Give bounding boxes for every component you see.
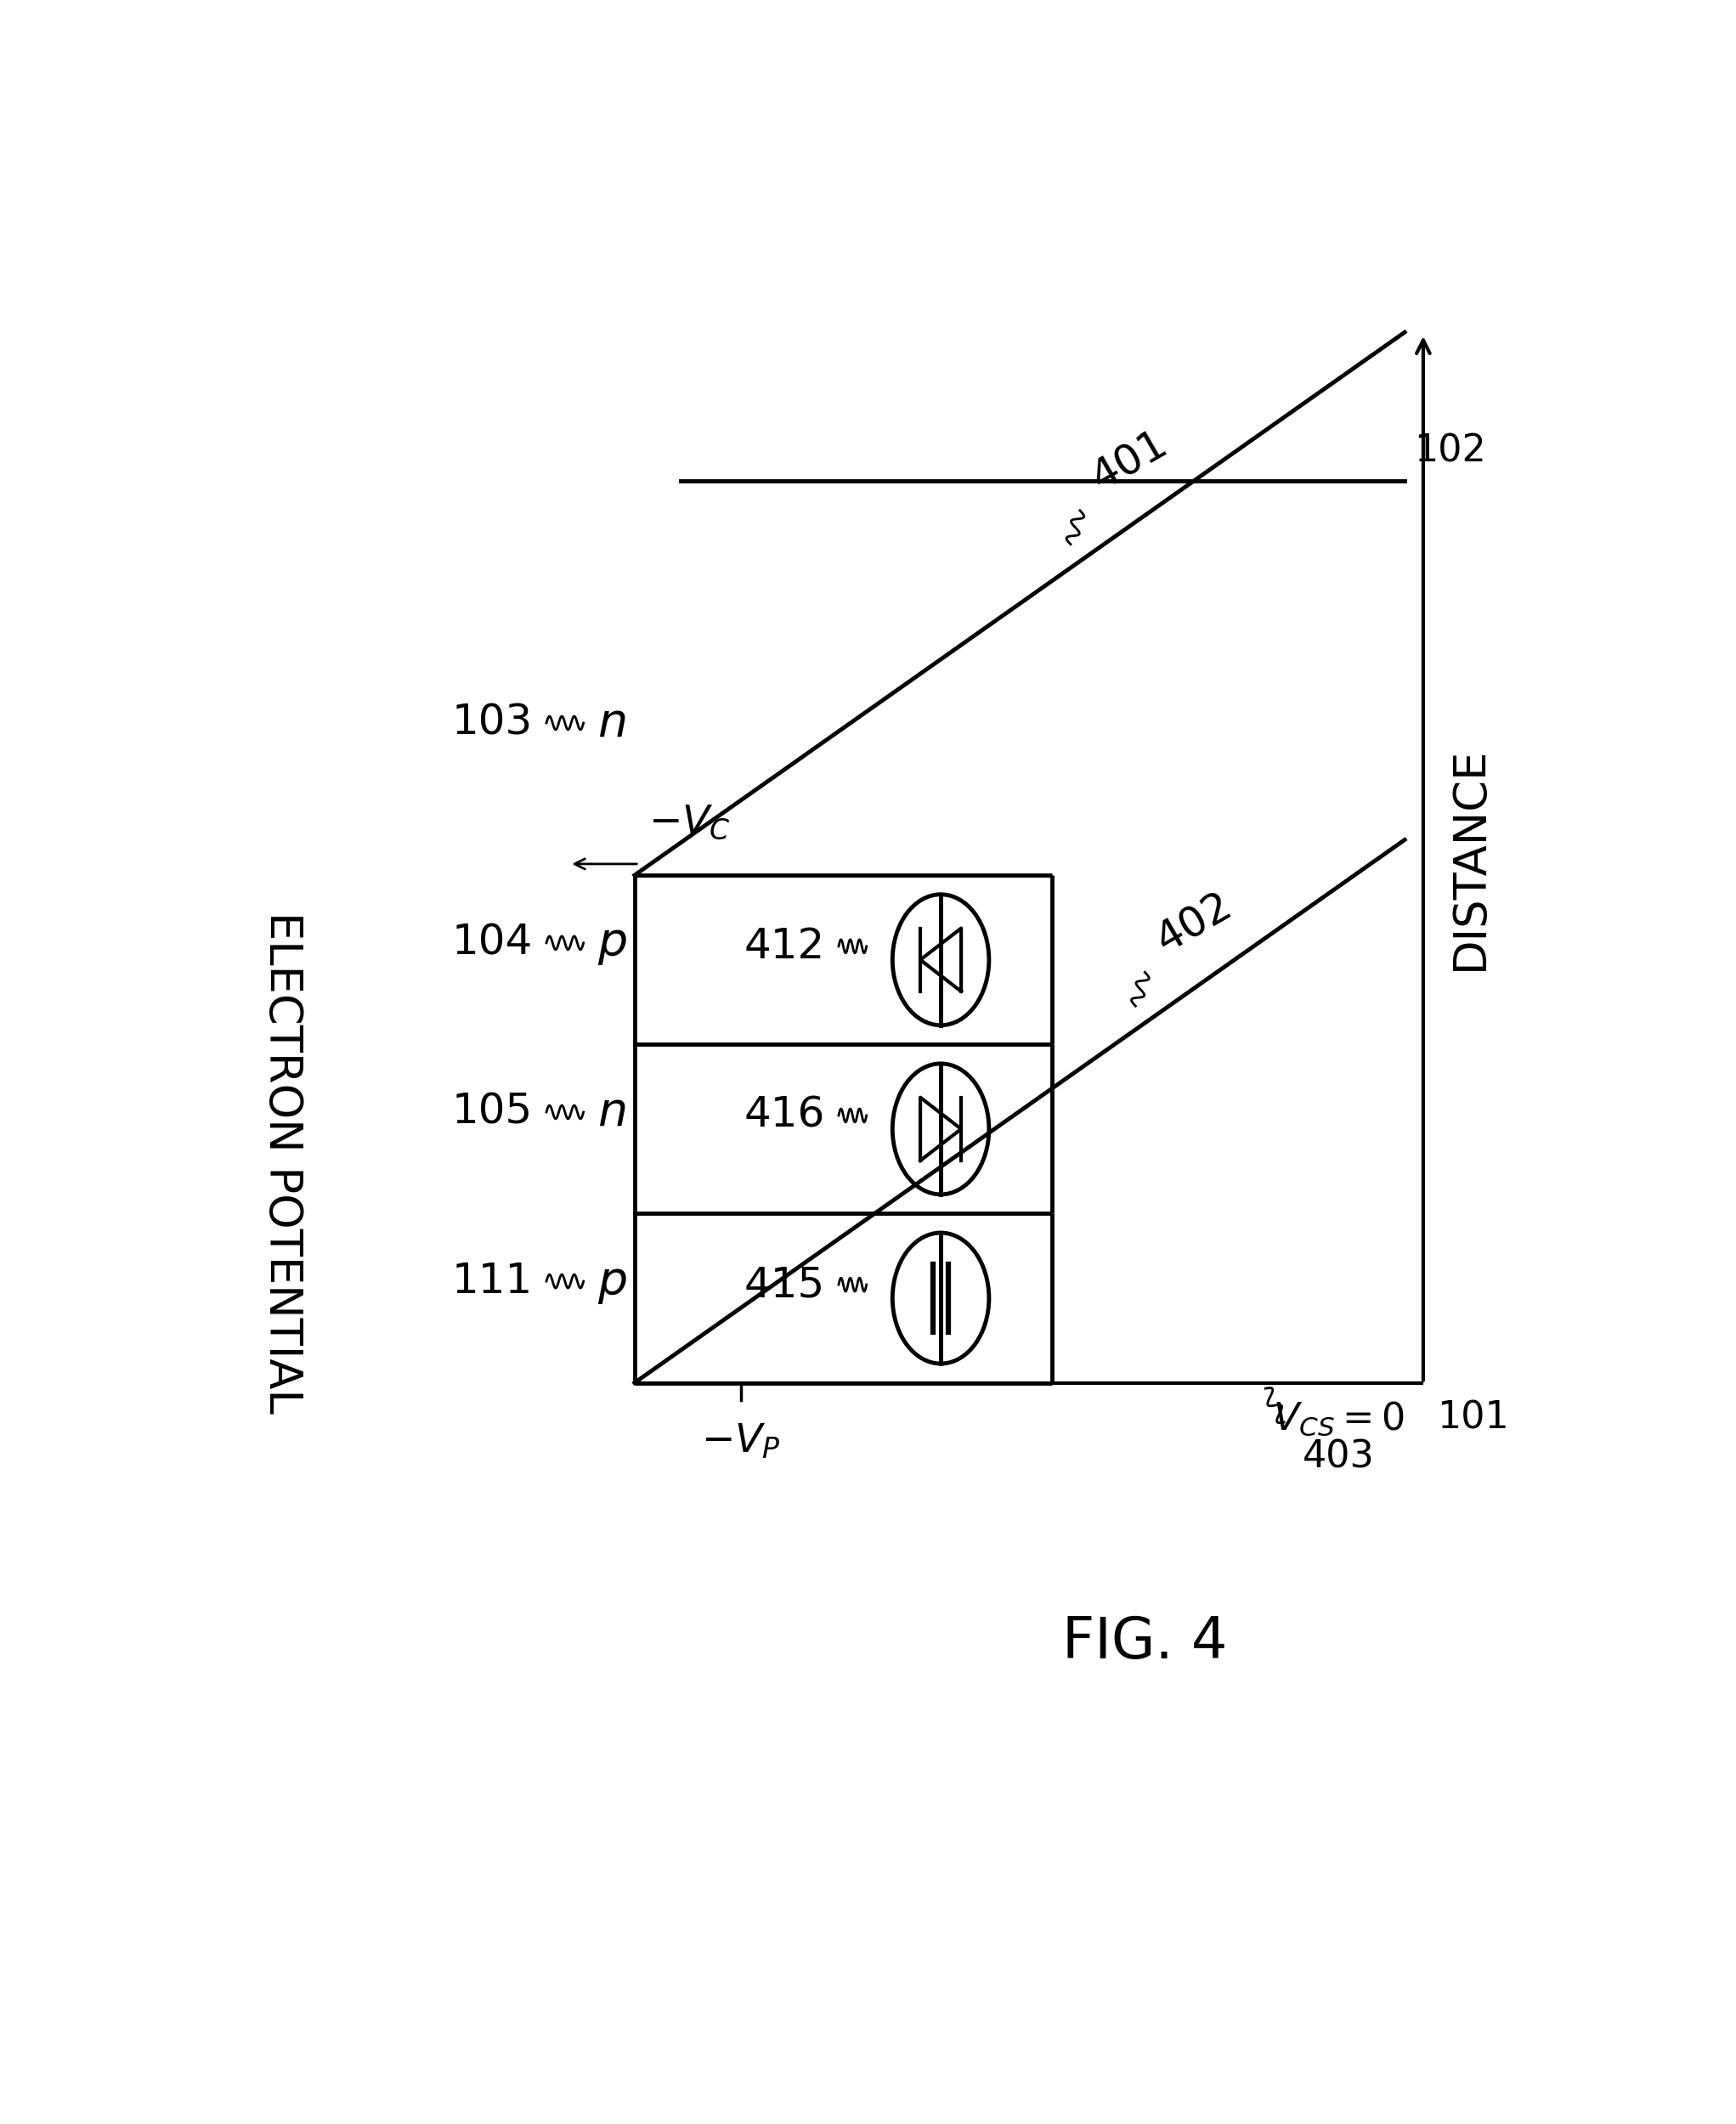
Text: 403: 403 [1302,1440,1375,1476]
Text: $V_{CS}=0$: $V_{CS}=0$ [1272,1400,1404,1438]
Text: 111: 111 [451,1262,533,1302]
Text: $-V_C$: $-V_C$ [649,803,731,841]
Text: 103: 103 [451,703,533,743]
Text: n: n [597,1090,627,1134]
Text: 416: 416 [743,1096,825,1136]
Text: 402: 402 [1149,886,1240,960]
Text: $-V_P$: $-V_P$ [701,1423,781,1461]
Text: 104: 104 [451,922,533,964]
Text: FIG. 4: FIG. 4 [1062,1614,1227,1669]
Text: 105: 105 [451,1092,533,1132]
Text: 415: 415 [743,1264,825,1304]
Text: ELECTRON POTENTIAL: ELECTRON POTENTIAL [260,911,304,1415]
Text: 412: 412 [743,926,825,966]
Text: p: p [597,1260,627,1304]
Text: 102: 102 [1413,433,1486,469]
Text: DISTANCE: DISTANCE [1448,746,1491,971]
Text: 101: 101 [1437,1400,1509,1436]
Text: n: n [597,701,627,746]
Text: 401: 401 [1085,423,1175,499]
Text: p: p [597,920,627,966]
